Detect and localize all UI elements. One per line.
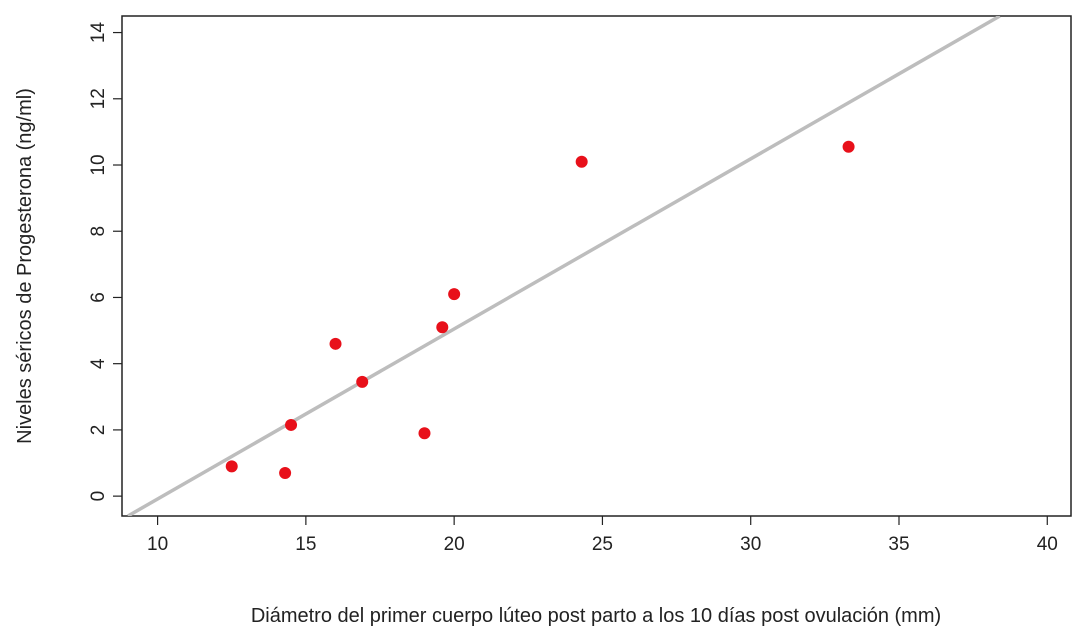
data-point <box>329 337 342 350</box>
y-tick-label: 14 <box>88 22 109 44</box>
x-tick-label: 10 <box>147 534 168 555</box>
data-point <box>225 460 238 473</box>
y-axis-title: Niveles séricos de Progesterona (ng/ml) <box>14 88 36 444</box>
regression-line <box>127 16 1001 516</box>
x-axis-title: Diámetro del primer cuerpo lúteo post pa… <box>251 605 941 627</box>
data-point <box>279 466 292 479</box>
data-point <box>842 140 855 153</box>
y-tick-label: 0 <box>88 491 109 502</box>
plot-frame <box>121 15 1072 517</box>
y-tick-label: 10 <box>88 154 109 175</box>
data-point <box>448 288 461 301</box>
data-point <box>356 375 369 388</box>
x-tick-label: 20 <box>444 534 465 555</box>
data-point <box>575 155 588 168</box>
data-point <box>436 321 449 334</box>
x-tick-label: 30 <box>740 534 761 555</box>
y-tick-label: 8 <box>88 226 109 237</box>
y-tick-label: 6 <box>88 292 109 303</box>
y-tick-label: 12 <box>88 88 109 109</box>
x-tick-label: 40 <box>1037 534 1058 555</box>
data-point <box>418 427 431 440</box>
y-tick-label: 4 <box>88 358 109 369</box>
x-tick-label: 15 <box>295 534 316 555</box>
data-point <box>285 418 298 431</box>
x-tick-label: 35 <box>888 534 909 555</box>
x-tick-label: 25 <box>592 534 613 555</box>
y-tick-label: 2 <box>88 425 109 436</box>
